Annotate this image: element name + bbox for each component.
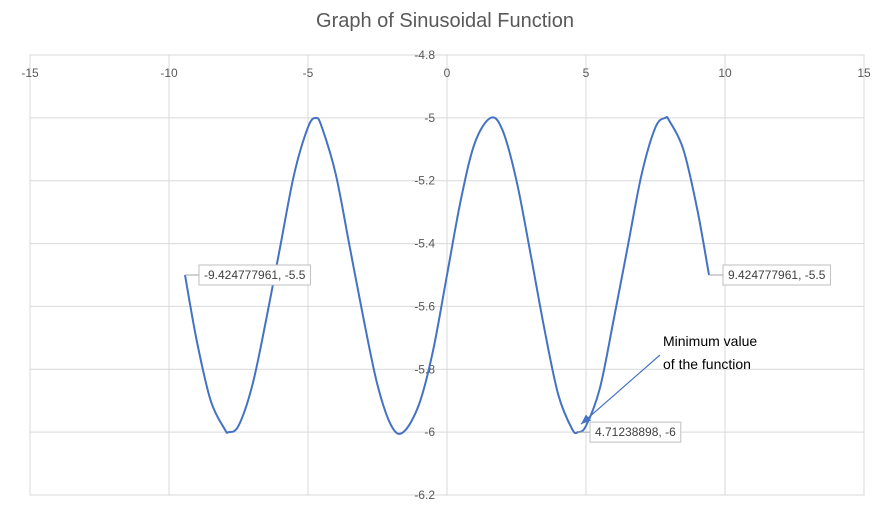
data-label-text: 4.71238898, -6 <box>595 425 676 439</box>
annotation-line-2: of the function <box>663 356 751 372</box>
data-label: 4.71238898, -6 <box>578 421 682 443</box>
x-tick-label: 10 <box>718 66 732 80</box>
y-tick-label: -5.8 <box>414 362 435 376</box>
x-tick-label: -10 <box>160 66 178 80</box>
data-labels: -9.424777961, -5.5 9.424777961, -5.5 4.712… <box>184 264 831 443</box>
y-tick-label: -5 <box>424 111 435 125</box>
annotation-arrow <box>580 354 661 425</box>
y-tick-label: -6 <box>424 425 435 439</box>
x-tick-label: 5 <box>583 66 590 80</box>
data-label-text: 9.424777961, -5.5 <box>728 268 826 282</box>
y-tick-label: -5.2 <box>414 174 435 188</box>
x-tick-label: 15 <box>857 66 871 80</box>
annotation-arrowhead <box>581 414 592 425</box>
annotation-line-1: Minimum value <box>663 333 757 349</box>
axis-ticks: -15 -10 -5 0 5 10 15 -4.8 -5 -5.2 -5.4 -5.6 -5.8 -6 -6… <box>21 48 871 502</box>
data-label: -9.424777961, -5.5 <box>184 264 311 286</box>
x-tick-label: 0 <box>444 66 451 80</box>
plot-area <box>29 54 865 496</box>
y-tick-label: -5.4 <box>414 237 435 251</box>
annotation: Minimum value of the function <box>580 333 757 425</box>
y-tick-label: -4.8 <box>414 48 435 62</box>
series-line <box>184 116 710 435</box>
data-label-text: -9.424777961, -5.5 <box>204 268 306 282</box>
series-layer <box>184 116 710 435</box>
y-tick-label: -5.6 <box>414 299 435 313</box>
x-tick-label: -15 <box>21 66 39 80</box>
data-label: 9.424777961, -5.5 <box>709 264 831 286</box>
y-tick-label: -6.2 <box>414 488 435 502</box>
chart-title: Graph of Sinusoidal Function <box>316 10 574 32</box>
x-tick-label: -5 <box>303 66 314 80</box>
